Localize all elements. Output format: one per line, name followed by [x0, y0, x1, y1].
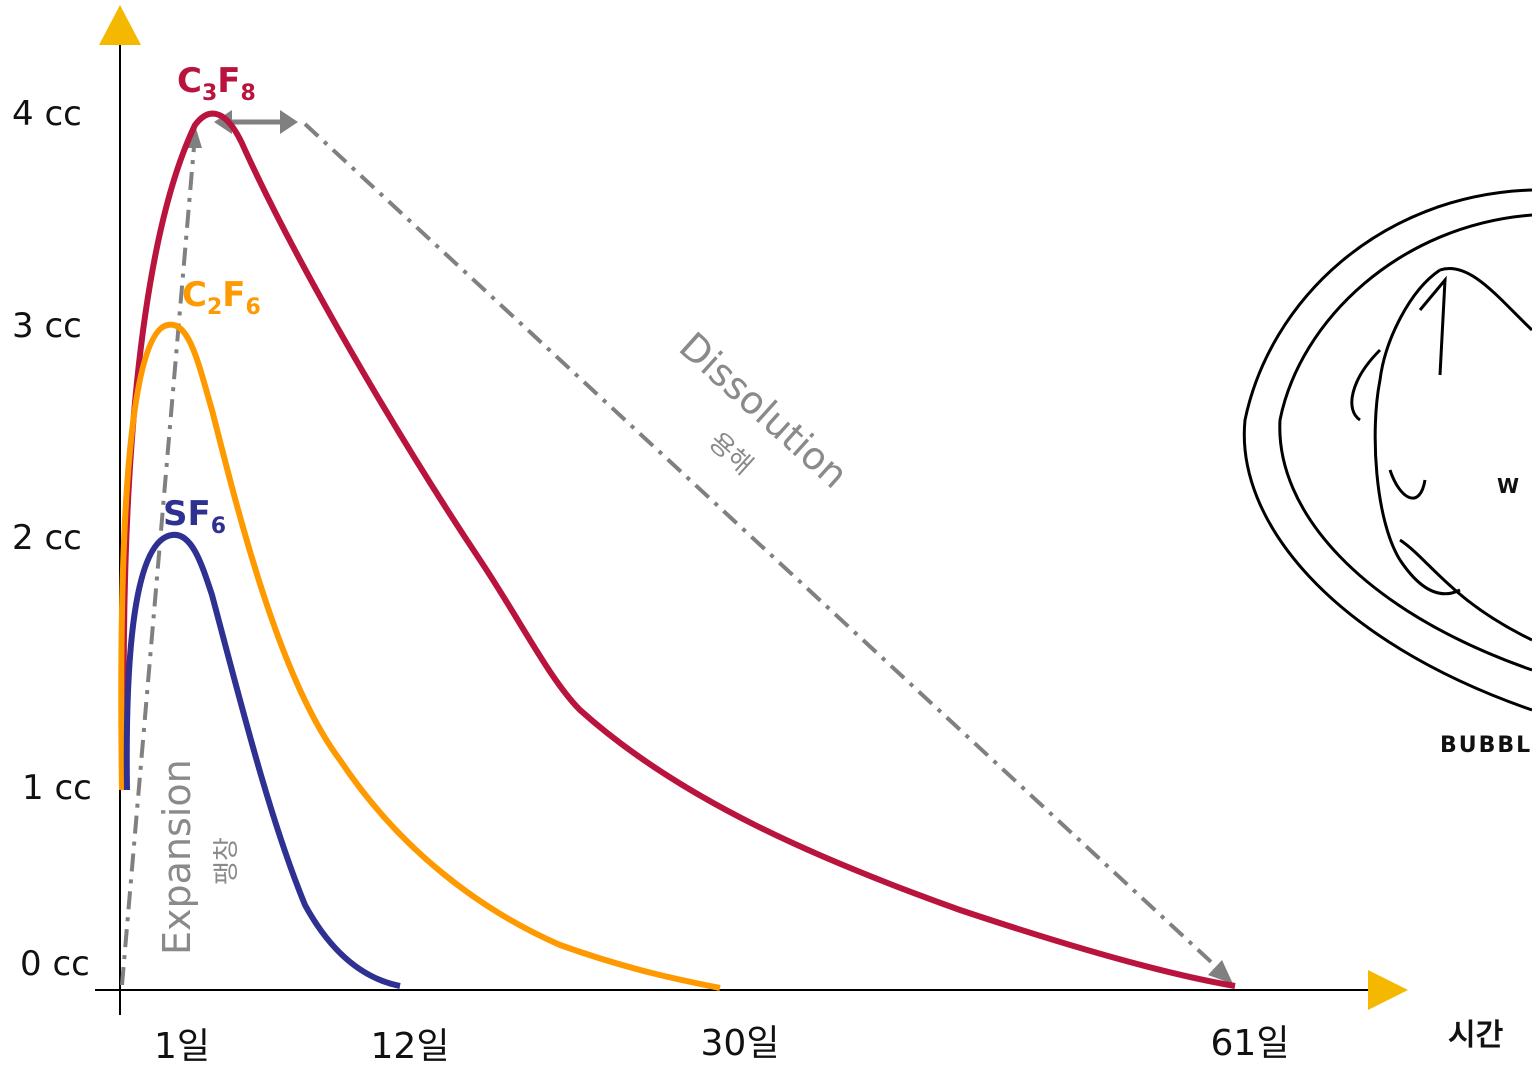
x-label: 61일	[1211, 1023, 1290, 1064]
gas-subscript: 6	[211, 514, 226, 539]
expansion-label: Expansion	[155, 759, 199, 955]
gas-text: SF	[163, 494, 211, 534]
gas-text: F	[222, 275, 245, 315]
figure-caption: BUBBL	[1440, 733, 1532, 758]
c2f6-curve	[121, 325, 720, 988]
y-axis-arrow	[99, 5, 141, 45]
x-axis-title: 시간	[1448, 1018, 1504, 1053]
y-label: 4 cc	[12, 94, 82, 134]
y-label: 1 cc	[22, 768, 92, 808]
gas-text: C	[182, 275, 207, 315]
gas-subscript: 8	[241, 81, 256, 106]
dissolution-label-ko: 용해	[703, 427, 759, 481]
figure-label: W	[1497, 474, 1519, 498]
y-label: 0 cc	[20, 944, 90, 984]
y-label: 2 cc	[12, 518, 82, 558]
gas-subscript: 3	[202, 81, 217, 106]
gas-subscript: 6	[246, 295, 261, 320]
c3f8-curve	[124, 114, 1235, 986]
dissolution-label: Dissolution	[671, 324, 857, 497]
gas-label: SF6	[163, 494, 226, 539]
gas-subscript: 2	[207, 295, 222, 320]
slide: 4 cc 3 cc 2 cc 1 cc 0 cc 1일 12일 30일 61일 …	[0, 0, 1532, 1065]
x-axis-arrow	[1368, 970, 1408, 1010]
gas-text: F	[217, 61, 240, 101]
expansion-label-ko: 팽창	[212, 837, 242, 885]
gas-label: C3F8	[177, 61, 256, 106]
x-label: 1일	[154, 1026, 210, 1065]
y-label: 3 cc	[12, 306, 82, 346]
dissolution-line	[305, 124, 1222, 972]
eye-figure	[1244, 190, 1532, 710]
gas-text: C	[177, 61, 202, 101]
x-label: 12일	[371, 1026, 450, 1065]
span-arrow-head	[280, 110, 298, 134]
x-label: 30일	[701, 1023, 780, 1064]
gas-label: C2F6	[182, 275, 261, 320]
